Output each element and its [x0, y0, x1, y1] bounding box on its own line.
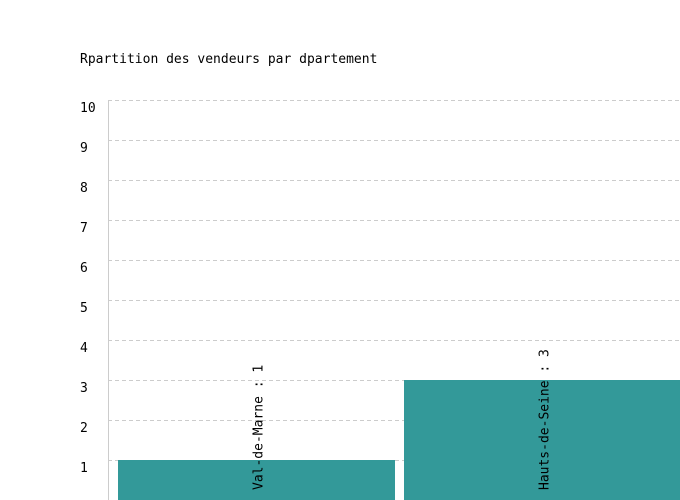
y-tick-label: 9 [80, 141, 88, 156]
y-tick-label: 6 [80, 261, 88, 276]
y-tick-label: 10 [80, 101, 96, 116]
chart-title: Rpartition des vendeurs par dpartement [80, 52, 377, 67]
data-label: Val-de-Marne : 1 [252, 365, 267, 490]
bar [118, 460, 395, 500]
y-tick-label: 1 [80, 461, 88, 476]
y-tick-label: 7 [80, 221, 88, 236]
data-label: Hauts-de-Seine : 3 [538, 349, 553, 490]
y-tick-label: 4 [80, 341, 88, 356]
y-tick-label: 2 [80, 421, 88, 436]
y-tick-label: 3 [80, 381, 88, 396]
y-tick-label: 8 [80, 181, 88, 196]
y-tick-label: 5 [80, 301, 88, 316]
bar [404, 380, 680, 500]
